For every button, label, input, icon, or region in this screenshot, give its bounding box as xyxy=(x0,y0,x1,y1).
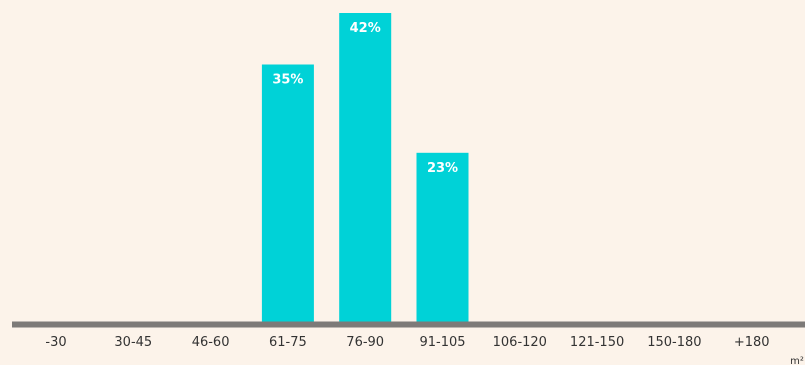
x-tick-label-76-90: 76-90 xyxy=(346,335,384,350)
data-label-61-75: 35% xyxy=(272,73,303,88)
x-tick-label--30: -30 xyxy=(45,335,66,350)
bar-91-105 xyxy=(416,152,469,322)
x-axis-baseline xyxy=(12,321,805,328)
bars-layer: 35% 42% 23% xyxy=(261,13,469,322)
x-tick-label-106-120: 106-120 xyxy=(493,335,547,350)
x-tick-label-+180: +180 xyxy=(734,335,770,350)
data-label-76-90: 42% xyxy=(350,21,381,36)
bar-76-90 xyxy=(339,13,392,322)
x-tick-label-46-60: 46-60 xyxy=(192,335,230,350)
x-tick-label-91-105: 91-105 xyxy=(419,335,465,350)
x-tick-label-150-180: 150-180 xyxy=(647,335,701,350)
bar-61-75 xyxy=(261,64,314,322)
x-tick-labels: -30 30-45 46-60 61-75 76-90 91-105 106-120 121-… xyxy=(45,335,769,350)
x-tick-label-121-150: 121-150 xyxy=(570,335,624,350)
x-tick-label-61-75: 61-75 xyxy=(269,335,307,350)
x-tick-label-30-45: 30-45 xyxy=(114,335,152,350)
data-label-91-105: 23% xyxy=(427,161,458,176)
x-axis-unit-label: m² xyxy=(790,356,804,365)
